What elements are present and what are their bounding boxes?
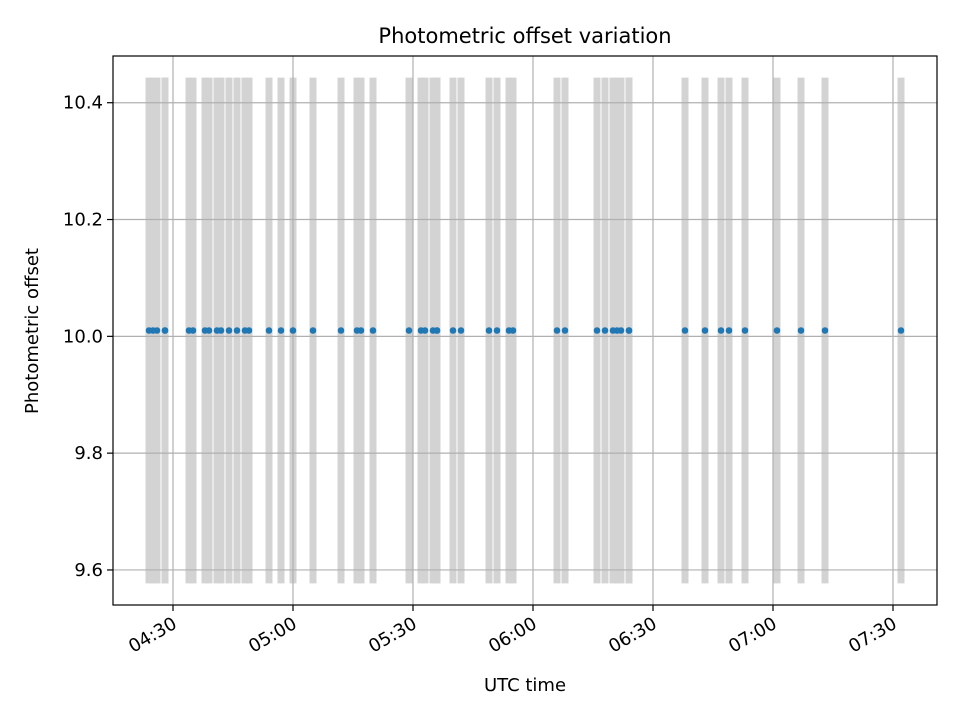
data-point [369,327,377,334]
data-point [601,327,609,334]
plot-frame [112,55,938,606]
data-point [593,327,601,334]
y-axis-label: Photometric offset [22,248,43,414]
data-point [153,327,161,334]
data-point [265,327,273,334]
y-tick-label: 9.6 [74,560,103,581]
data-point [405,327,413,334]
data-point [553,327,561,334]
data-point [509,327,517,334]
y-tick-label: 10.4 [63,93,103,114]
data-point [821,327,829,334]
data-point [245,327,253,334]
data-point [449,327,457,334]
chart-title: Photometric offset variation [378,24,671,48]
data-point [225,327,233,334]
data-points [145,327,905,334]
data-point [725,327,733,334]
data-point [205,327,213,334]
data-point [337,327,345,334]
y-tick-label: 9.8 [74,443,103,464]
data-point [309,327,317,334]
data-point [485,327,493,334]
data-point [457,327,465,334]
data-point [625,327,633,334]
y-axis-ticks: 9.6 9.8 10.0 10.2 10.4 [63,93,113,581]
data-point [433,327,441,334]
data-point [717,327,725,334]
data-point [617,327,625,334]
data-point [681,327,689,334]
data-point [797,327,805,334]
data-point [773,327,781,334]
grid [113,56,937,605]
data-point [277,327,285,334]
data-point [357,327,365,334]
y-tick-label: 10.2 [63,210,103,231]
y-tick-label: 10.0 [63,326,103,347]
x-axis-label: UTC time [484,675,566,696]
data-point [561,327,569,334]
data-point [161,327,169,334]
data-point [233,327,241,334]
data-point [741,327,749,334]
data-point [289,327,297,334]
data-point [897,327,905,334]
data-point [493,327,501,334]
data-point [701,327,709,334]
data-point [189,327,197,334]
data-point [217,327,225,334]
data-point [421,327,429,334]
